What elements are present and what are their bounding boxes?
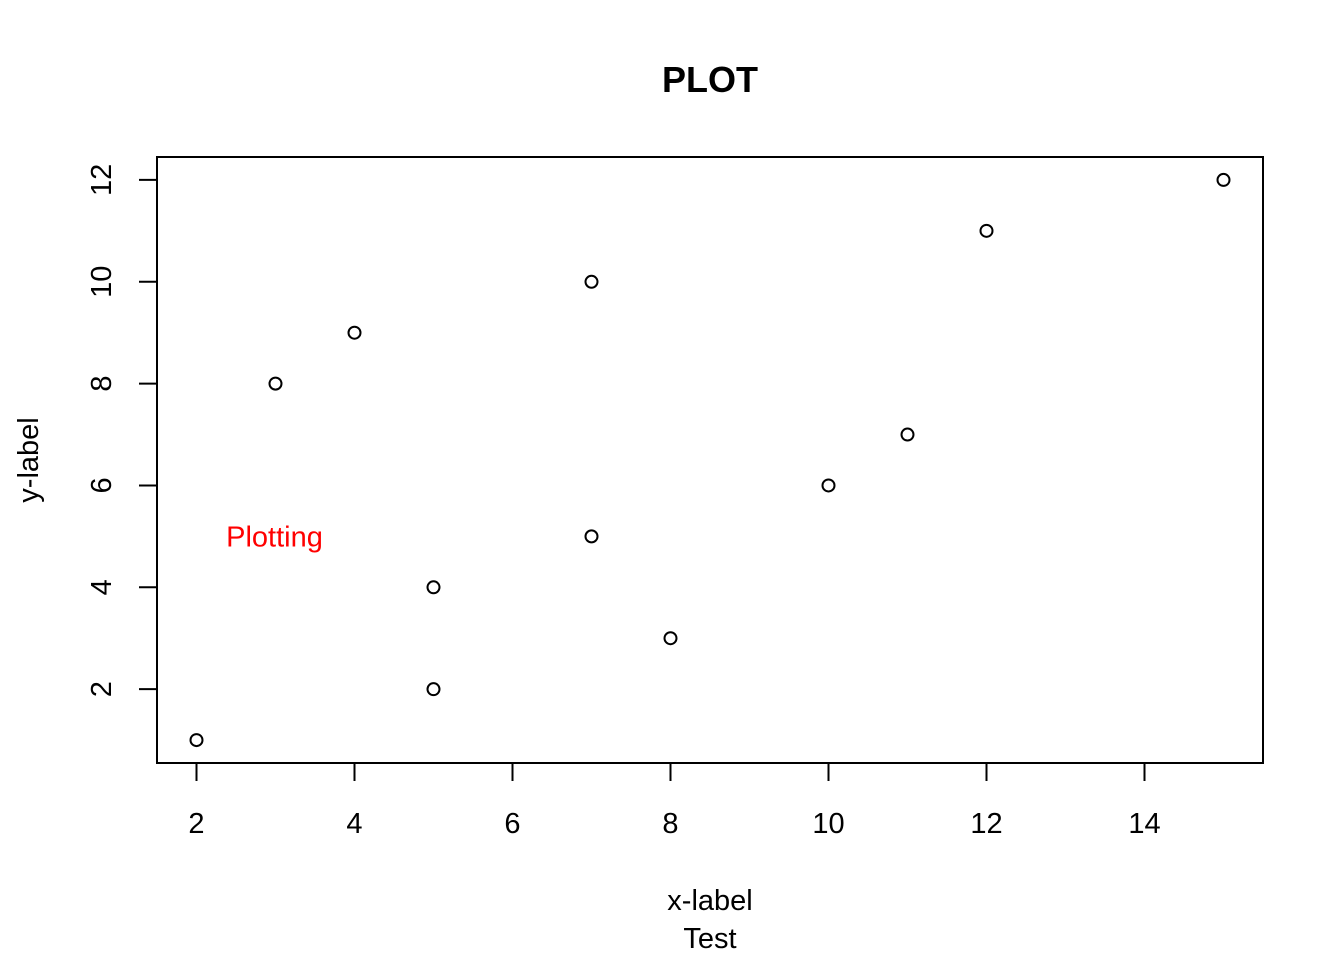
data-point bbox=[821, 478, 836, 493]
data-point bbox=[979, 223, 994, 238]
x-tick-label: 12 bbox=[970, 808, 1002, 840]
x-tick-label: 14 bbox=[1128, 808, 1160, 840]
x-tick-label: 8 bbox=[662, 808, 678, 840]
x-tick-label: 2 bbox=[188, 808, 204, 840]
data-point bbox=[584, 274, 599, 289]
x-axis-sublabel: Test bbox=[683, 923, 736, 955]
y-tick-label: 10 bbox=[86, 266, 118, 298]
data-point bbox=[1216, 172, 1231, 187]
y-tick-label: 4 bbox=[86, 579, 118, 595]
y-tick-label: 12 bbox=[86, 164, 118, 196]
data-point bbox=[663, 631, 678, 646]
y-tick-label: 8 bbox=[86, 376, 118, 392]
data-point bbox=[900, 427, 915, 442]
x-axis-label: x-label bbox=[667, 885, 752, 917]
plot-annotation: Plotting bbox=[226, 521, 323, 553]
y-tick-label: 2 bbox=[86, 681, 118, 697]
data-point bbox=[426, 682, 441, 697]
data-points bbox=[189, 172, 1231, 748]
data-point bbox=[268, 376, 283, 391]
y-axis-label: y-label bbox=[13, 417, 45, 502]
data-point bbox=[189, 733, 204, 748]
y-tick-label: 6 bbox=[86, 477, 118, 493]
x-tick-label: 6 bbox=[504, 808, 520, 840]
x-tick-label: 4 bbox=[346, 808, 362, 840]
data-point bbox=[347, 325, 362, 340]
chart-title: PLOT bbox=[662, 59, 758, 100]
plot-frame bbox=[156, 156, 1264, 764]
x-axis: 2 4 6 8 10 12 14 bbox=[188, 763, 1161, 840]
x-tick-label: 10 bbox=[812, 808, 844, 840]
y-axis: 2 4 6 8 10 12 bbox=[86, 164, 157, 697]
data-point bbox=[584, 529, 599, 544]
data-point bbox=[426, 580, 441, 595]
